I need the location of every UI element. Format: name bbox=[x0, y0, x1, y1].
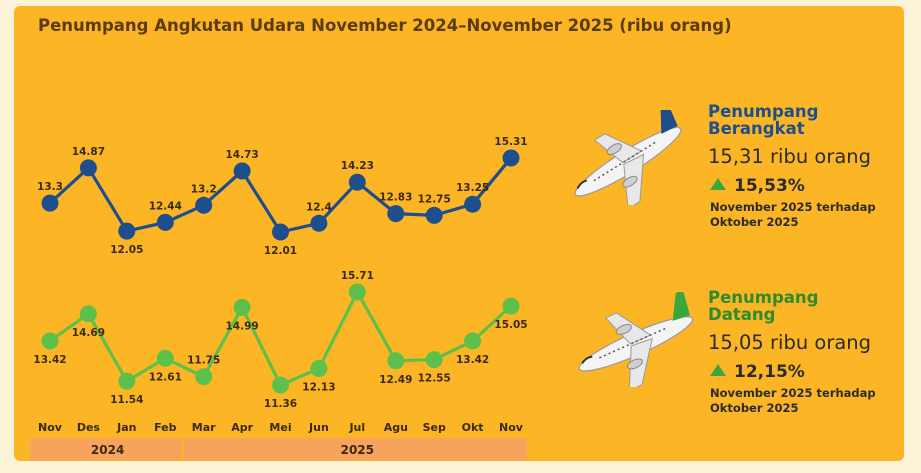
data-point bbox=[464, 195, 482, 213]
x-tick-label: Agu bbox=[384, 421, 408, 434]
data-label: 14.73 bbox=[225, 149, 258, 161]
arrival-airplane-icon bbox=[578, 292, 694, 387]
x-tick-label: Des bbox=[77, 421, 101, 434]
data-point bbox=[272, 223, 289, 241]
arrival-note-line2: Oktober 2025 bbox=[710, 401, 799, 415]
data-label: 13.3 bbox=[37, 181, 63, 193]
data-label: 15.31 bbox=[494, 136, 527, 148]
departure-tail bbox=[660, 110, 678, 134]
data-label: 14.99 bbox=[225, 320, 258, 332]
x-tick-label: Jun bbox=[308, 421, 329, 434]
departure-note-line1: November 2025 terhadap bbox=[710, 200, 876, 214]
data-label: 12.75 bbox=[418, 193, 451, 205]
departure-title-line2: Berangkat bbox=[708, 119, 805, 138]
data-label: 13.2 bbox=[191, 183, 217, 195]
departure-change-value: 15,53% bbox=[734, 176, 805, 196]
data-point bbox=[348, 173, 366, 191]
year-bar bbox=[183, 438, 527, 460]
data-point bbox=[195, 196, 213, 214]
data-label: 14.87 bbox=[72, 146, 105, 158]
x-tick-label: Okt bbox=[462, 421, 484, 434]
departure-change: 15,53% bbox=[710, 176, 805, 196]
series-line-1 bbox=[49, 290, 513, 387]
departure-airplane-icon bbox=[574, 110, 682, 205]
arrival-title-line1: Penumpang bbox=[708, 288, 819, 307]
data-label: 12.44 bbox=[149, 200, 182, 212]
data-label: 12.49 bbox=[379, 374, 412, 386]
year-label: 2024 bbox=[91, 443, 124, 457]
data-label: 14.69 bbox=[72, 327, 105, 339]
chart-panel bbox=[14, 6, 904, 461]
x-tick-label: Jul bbox=[348, 421, 365, 434]
data-point bbox=[41, 332, 59, 350]
x-tick-label: Feb bbox=[154, 421, 177, 434]
x-tick-label: Nov bbox=[38, 421, 63, 434]
x-tick-label: Mar bbox=[192, 421, 216, 434]
data-label: 11.75 bbox=[187, 355, 220, 367]
data-label: 13.42 bbox=[33, 354, 66, 366]
data-label: 15.05 bbox=[494, 319, 527, 331]
x-tick-label: Sep bbox=[423, 421, 446, 434]
x-tick-label: Apr bbox=[231, 421, 253, 434]
data-label: 12.13 bbox=[302, 382, 335, 394]
data-label: 13.25 bbox=[456, 182, 489, 194]
data-point bbox=[387, 352, 405, 370]
data-label: 12.01 bbox=[264, 245, 297, 257]
arrival-change: 12,15% bbox=[710, 362, 805, 382]
data-point bbox=[425, 206, 443, 224]
arrival-note-line1: November 2025 terhadap bbox=[710, 386, 876, 400]
data-label: 12.05 bbox=[110, 244, 143, 256]
chart-title: Penumpang Angkutan Udara November 2024–N… bbox=[38, 16, 732, 35]
data-point bbox=[233, 162, 251, 180]
data-label: 14.23 bbox=[341, 160, 374, 172]
data-label: 15.71 bbox=[341, 270, 374, 282]
data-label: 12.55 bbox=[418, 373, 451, 385]
x-tick-label: Nov bbox=[499, 421, 524, 434]
x-tick-label: Jan bbox=[116, 421, 136, 434]
data-point bbox=[425, 351, 443, 369]
departure-note: November 2025 terhadap Oktober 2025 bbox=[710, 200, 920, 230]
data-point bbox=[272, 376, 289, 394]
data-label: 13.42 bbox=[456, 354, 489, 366]
up-arrow-icon bbox=[710, 364, 726, 376]
data-point bbox=[156, 213, 174, 231]
data-label: 11.54 bbox=[110, 394, 143, 406]
data-point bbox=[118, 372, 136, 390]
departure-title: Penumpang Berangkat bbox=[708, 103, 818, 137]
data-point bbox=[348, 283, 366, 301]
year-label: 2025 bbox=[341, 443, 374, 457]
data-point bbox=[502, 149, 520, 167]
arrival-change-value: 12,15% bbox=[734, 362, 805, 382]
data-point bbox=[464, 332, 482, 350]
arrival-value: 15,05 ribu orang bbox=[708, 331, 872, 354]
arrival-tail bbox=[672, 292, 690, 321]
arrival-title: Penumpang Datang bbox=[708, 289, 818, 323]
year-bar bbox=[30, 438, 182, 460]
data-point bbox=[502, 297, 520, 315]
up-arrow-icon bbox=[710, 178, 726, 190]
data-point bbox=[118, 222, 136, 240]
departure-title-line1: Penumpang bbox=[708, 102, 819, 121]
data-point bbox=[79, 305, 97, 323]
data-point bbox=[310, 360, 328, 377]
data-label: 12.4 bbox=[306, 201, 332, 213]
arrival-title-line2: Datang bbox=[708, 305, 776, 324]
data-point bbox=[156, 349, 174, 367]
x-tick-label: Mei bbox=[269, 421, 291, 434]
data-point bbox=[310, 214, 328, 232]
data-point bbox=[41, 194, 59, 212]
departure-value: 15,31 ribu orang bbox=[708, 145, 872, 168]
data-point bbox=[233, 298, 251, 316]
arrival-note: November 2025 terhadap Oktober 2025 bbox=[710, 386, 920, 416]
departure-note-line2: Oktober 2025 bbox=[710, 215, 799, 229]
data-point bbox=[387, 205, 405, 223]
data-label: 11.36 bbox=[264, 398, 297, 410]
data-label: 12.83 bbox=[379, 192, 412, 204]
data-point bbox=[79, 159, 97, 177]
data-label: 12.61 bbox=[149, 371, 182, 383]
data-point bbox=[195, 368, 213, 386]
